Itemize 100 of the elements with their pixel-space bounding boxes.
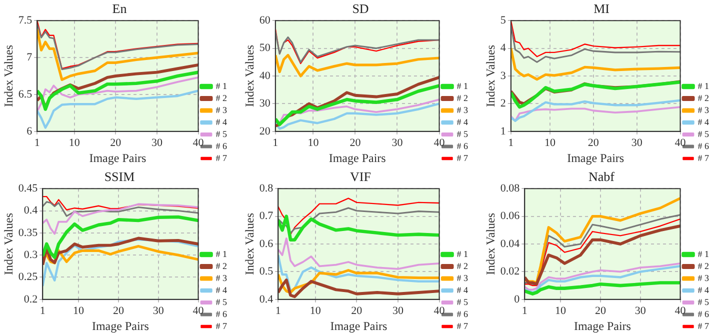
chart-title: SSIM [104,169,136,184]
x-tick-label: 10 [544,136,556,149]
y-tick-label: 0.7 [259,210,274,222]
y-tick-label: 50 [259,42,271,54]
y-tick-label: 7 [26,51,33,64]
y-tick-label: 7.5 [18,14,33,26]
y-tick-label: 3 [500,70,506,82]
x-tick-label: 20 [110,136,122,149]
legend-label: # 6 [456,308,468,319]
chart-title: VIF [350,169,371,184]
x-tick-label: 40 [434,136,446,149]
legend-label: # 3 [216,104,228,115]
y-tick-label: 0.06 [500,210,520,222]
y-tick-label: 20 [259,125,271,138]
legend-label: # 1 [216,248,227,259]
legend-label: # 3 [456,272,468,283]
x-axis-title: Image Pairs [330,318,388,333]
x-tick-label: 30 [152,304,164,317]
x-axis-title: Image Pairs [92,318,150,333]
legend-label: # 6 [216,140,228,151]
x-tick-label: 40 [674,136,686,149]
legend-label: # 7 [216,320,228,331]
y-tick-label: 0.04 [500,238,520,250]
legend-label: # 4 [456,116,468,127]
y-tick-label: 2 [500,98,506,110]
y-tick-label: 0.2 [24,293,38,306]
x-tick-label: 10 [308,136,320,149]
y-tick-label: 5 [500,14,506,26]
legend-label: # 7 [698,320,710,331]
y-tick-label: 0.25 [18,271,38,284]
y-axis-title: Index Values [1,44,16,108]
legend-label: # 5 [216,296,228,307]
legend-label: # 4 [216,116,228,127]
y-tick-label: 0.02 [500,266,520,278]
y-tick-label: 0.5 [259,266,274,278]
legend-label: # 2 [216,92,227,103]
x-tick-label: 30 [631,136,643,149]
y-axis-title: Index Values [242,44,256,108]
legend-label: # 5 [216,128,228,139]
x-tick-label: 20 [588,136,600,149]
x-tick-label: 10 [68,136,80,149]
chart-title: MI [594,1,610,16]
x-tick-label: 40 [192,136,204,149]
x-tick-label: 20 [112,304,124,317]
legend-label: # 3 [216,272,228,283]
x-tick-label: 20 [350,136,362,149]
legend-label: # 6 [456,140,468,151]
x-axis-title: Image Pairs [567,150,624,165]
legend-label: # 2 [456,92,468,103]
legend-label: # 7 [456,152,468,163]
y-tick-label: 30 [259,98,271,110]
y-tick-label: 6 [26,125,33,138]
x-axis-title: Image Pairs [328,150,386,165]
y-tick-label: 0.8 [259,182,274,194]
x-tick-label: 40 [192,304,204,317]
legend-label: # 4 [216,284,228,295]
y-tick-label: 40 [259,70,271,82]
legend-label: # 5 [698,128,710,139]
legend-label: # 5 [456,296,468,307]
legend-label: # 1 [698,80,709,91]
x-tick-label: 30 [392,136,404,149]
legend-label: # 4 [456,284,468,295]
chart-title: Nabf [588,169,616,184]
legend-label: # 2 [456,260,468,271]
y-tick-label: 6.5 [18,88,33,100]
y-axis-title: Index Values [1,212,16,276]
legend-label: # 6 [698,140,710,151]
legend-label: # 4 [698,284,710,295]
legend-label: # 2 [216,260,227,271]
y-axis-title: Index Values [483,44,498,108]
legend-label: # 6 [698,308,710,319]
legend-label: # 5 [698,296,710,307]
y-tick-label: 60 [259,14,271,26]
y-tick-label: 0.35 [18,226,38,239]
legend-label: # 7 [216,152,228,163]
x-tick-label: 40 [434,304,446,317]
x-tick-label: 20 [594,304,606,317]
x-tick-label: 10 [555,304,567,317]
y-tick-label: 0.4 [259,293,274,306]
y-tick-label: 0.6 [259,238,274,250]
y-axis-title: Index Values [242,212,256,276]
x-tick-label: 10 [310,304,322,317]
legend-label: # 1 [216,80,227,91]
legend-label: # 3 [698,104,710,115]
y-tick-label: 1 [500,125,506,138]
legend-label: # 1 [456,248,468,259]
x-tick-label: 20 [351,304,363,317]
legend-label: # 4 [698,116,710,127]
legend-label: # 2 [698,260,709,271]
y-tick-label: 0.45 [18,182,38,194]
y-tick-label: 0.4 [24,204,38,217]
x-tick-label: 30 [392,304,404,317]
legend-label: # 1 [698,248,709,259]
y-tick-label: 0 [514,293,520,306]
y-tick-label: 0.08 [500,182,520,194]
legend-label: # 5 [456,128,468,139]
y-tick-label: 0.3 [24,248,38,261]
chart-title: SD [352,1,369,16]
legend-label: # 2 [698,92,709,103]
y-axis-title: Index Values [483,212,498,276]
